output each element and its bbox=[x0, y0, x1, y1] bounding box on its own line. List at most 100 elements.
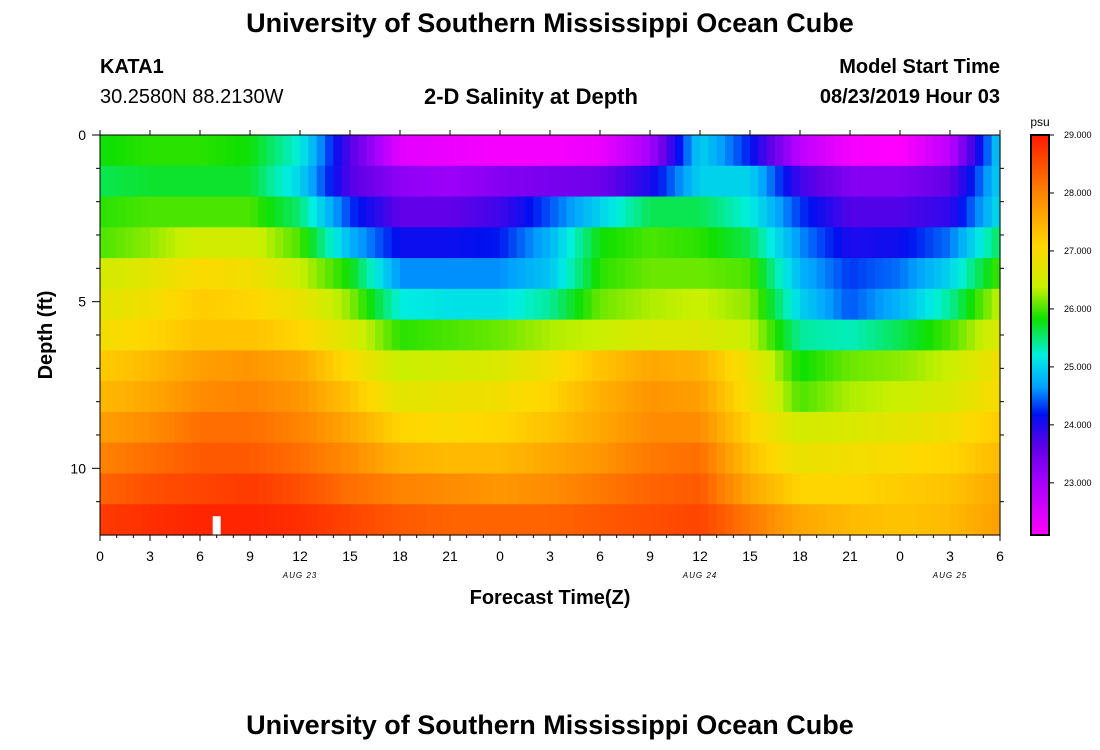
heatmap-cell bbox=[666, 504, 676, 536]
heatmap-cell bbox=[291, 319, 301, 351]
heatmap-cell bbox=[775, 258, 784, 290]
heatmap-cell bbox=[158, 227, 168, 259]
colorbar-tick-label: 23.000 bbox=[1064, 478, 1092, 488]
heatmap-cell bbox=[266, 227, 276, 259]
heatmap-cell bbox=[975, 381, 984, 413]
heatmap-cell bbox=[783, 165, 793, 198]
heatmap-cell bbox=[208, 258, 218, 290]
heatmap-cell bbox=[458, 504, 468, 536]
heatmap-cell bbox=[941, 227, 951, 259]
heatmap-cell bbox=[675, 227, 684, 259]
heatmap-cell bbox=[525, 504, 534, 536]
heatmap-cell bbox=[558, 350, 568, 382]
heatmap-cell bbox=[925, 258, 934, 290]
heatmap-cell bbox=[308, 227, 318, 259]
heatmap-cell bbox=[883, 442, 893, 475]
heatmap-cell bbox=[433, 381, 443, 413]
heatmap-cell bbox=[525, 196, 534, 228]
heatmap-cell bbox=[666, 258, 676, 290]
heatmap-cell bbox=[791, 135, 801, 167]
heatmap-cell bbox=[783, 442, 793, 475]
heatmap-cell bbox=[116, 473, 126, 505]
heatmap-cell bbox=[508, 350, 518, 382]
heatmap-cell bbox=[308, 196, 318, 228]
heatmap-cell bbox=[883, 288, 893, 321]
heatmap-cell bbox=[500, 227, 509, 259]
heatmap-cell bbox=[100, 381, 109, 413]
heatmap-cell bbox=[791, 411, 801, 444]
heatmap-cell bbox=[391, 473, 401, 505]
heatmap-cell bbox=[825, 350, 834, 382]
heatmap-cell bbox=[625, 196, 634, 228]
heatmap-cell bbox=[358, 227, 368, 259]
heatmap-cell bbox=[250, 196, 259, 228]
heatmap-cell bbox=[258, 135, 268, 167]
heatmap-cell bbox=[716, 411, 726, 444]
heatmap-cell bbox=[925, 381, 934, 413]
heatmap-cell bbox=[466, 442, 476, 475]
heatmap-cell bbox=[341, 196, 351, 228]
heatmap-cell bbox=[583, 135, 593, 167]
heatmap-cell bbox=[491, 442, 501, 475]
heatmap-cell bbox=[841, 350, 851, 382]
heatmap-cell bbox=[908, 350, 918, 382]
heatmap-cell bbox=[441, 196, 451, 228]
heatmap-cell bbox=[933, 288, 943, 321]
heatmap-cell bbox=[466, 165, 476, 198]
heatmap-cell bbox=[733, 381, 743, 413]
heatmap-cell bbox=[450, 504, 459, 536]
heatmap-cell bbox=[616, 319, 626, 351]
heatmap-cell bbox=[283, 473, 293, 505]
heatmap-cell bbox=[983, 135, 993, 167]
heatmap-cell bbox=[266, 135, 276, 167]
heatmap-cell bbox=[583, 227, 593, 259]
heatmap-cell bbox=[258, 473, 268, 505]
heatmap-cell bbox=[808, 473, 818, 505]
heatmap-cell bbox=[525, 258, 534, 290]
heatmap-cell bbox=[766, 504, 776, 536]
heatmap-cell bbox=[108, 442, 118, 475]
heatmap-cell bbox=[875, 135, 884, 167]
heatmap-cell bbox=[175, 227, 184, 259]
heatmap-cell bbox=[100, 258, 109, 290]
heatmap-cell bbox=[825, 411, 834, 444]
heatmap-cell bbox=[725, 165, 734, 198]
heatmap-cell bbox=[733, 258, 743, 290]
heatmap-cell bbox=[333, 381, 343, 413]
heatmap-cell bbox=[458, 165, 468, 198]
heatmap-cell bbox=[225, 196, 234, 228]
heatmap-cell bbox=[758, 319, 768, 351]
heatmap-cell bbox=[891, 350, 901, 382]
heatmap-cell bbox=[250, 504, 259, 536]
heatmap-cell bbox=[958, 319, 968, 351]
heatmap-cell bbox=[233, 258, 243, 290]
heatmap-cell bbox=[100, 504, 109, 536]
heatmap-cell bbox=[825, 381, 834, 413]
heatmap-cell bbox=[266, 165, 276, 198]
heatmap-cell bbox=[708, 411, 718, 444]
heatmap-cell bbox=[341, 473, 351, 505]
heatmap-cell bbox=[383, 411, 393, 444]
heatmap-cell bbox=[475, 350, 484, 382]
heatmap-cell bbox=[816, 381, 826, 413]
heatmap-cell bbox=[608, 288, 618, 321]
heatmap-cell bbox=[900, 442, 909, 475]
heatmap-cell bbox=[950, 504, 959, 536]
heatmap-cell bbox=[783, 196, 793, 228]
heatmap-cell bbox=[208, 473, 218, 505]
heatmap-cell bbox=[516, 165, 526, 198]
heatmap-cell bbox=[491, 350, 501, 382]
heatmap-cell bbox=[583, 319, 593, 351]
x-tick-label: 21 bbox=[442, 548, 458, 564]
heatmap-cell bbox=[516, 381, 526, 413]
heatmap-cell bbox=[766, 165, 776, 198]
heatmap-cell bbox=[308, 504, 318, 536]
heatmap-cell bbox=[866, 258, 876, 290]
heatmap-cell bbox=[866, 196, 876, 228]
heatmap-cell bbox=[516, 288, 526, 321]
heatmap-cell bbox=[350, 288, 359, 321]
heatmap-cell bbox=[558, 411, 568, 444]
heatmap-cell bbox=[808, 135, 818, 167]
heatmap-cell bbox=[750, 227, 759, 259]
heatmap-cell bbox=[125, 350, 134, 382]
